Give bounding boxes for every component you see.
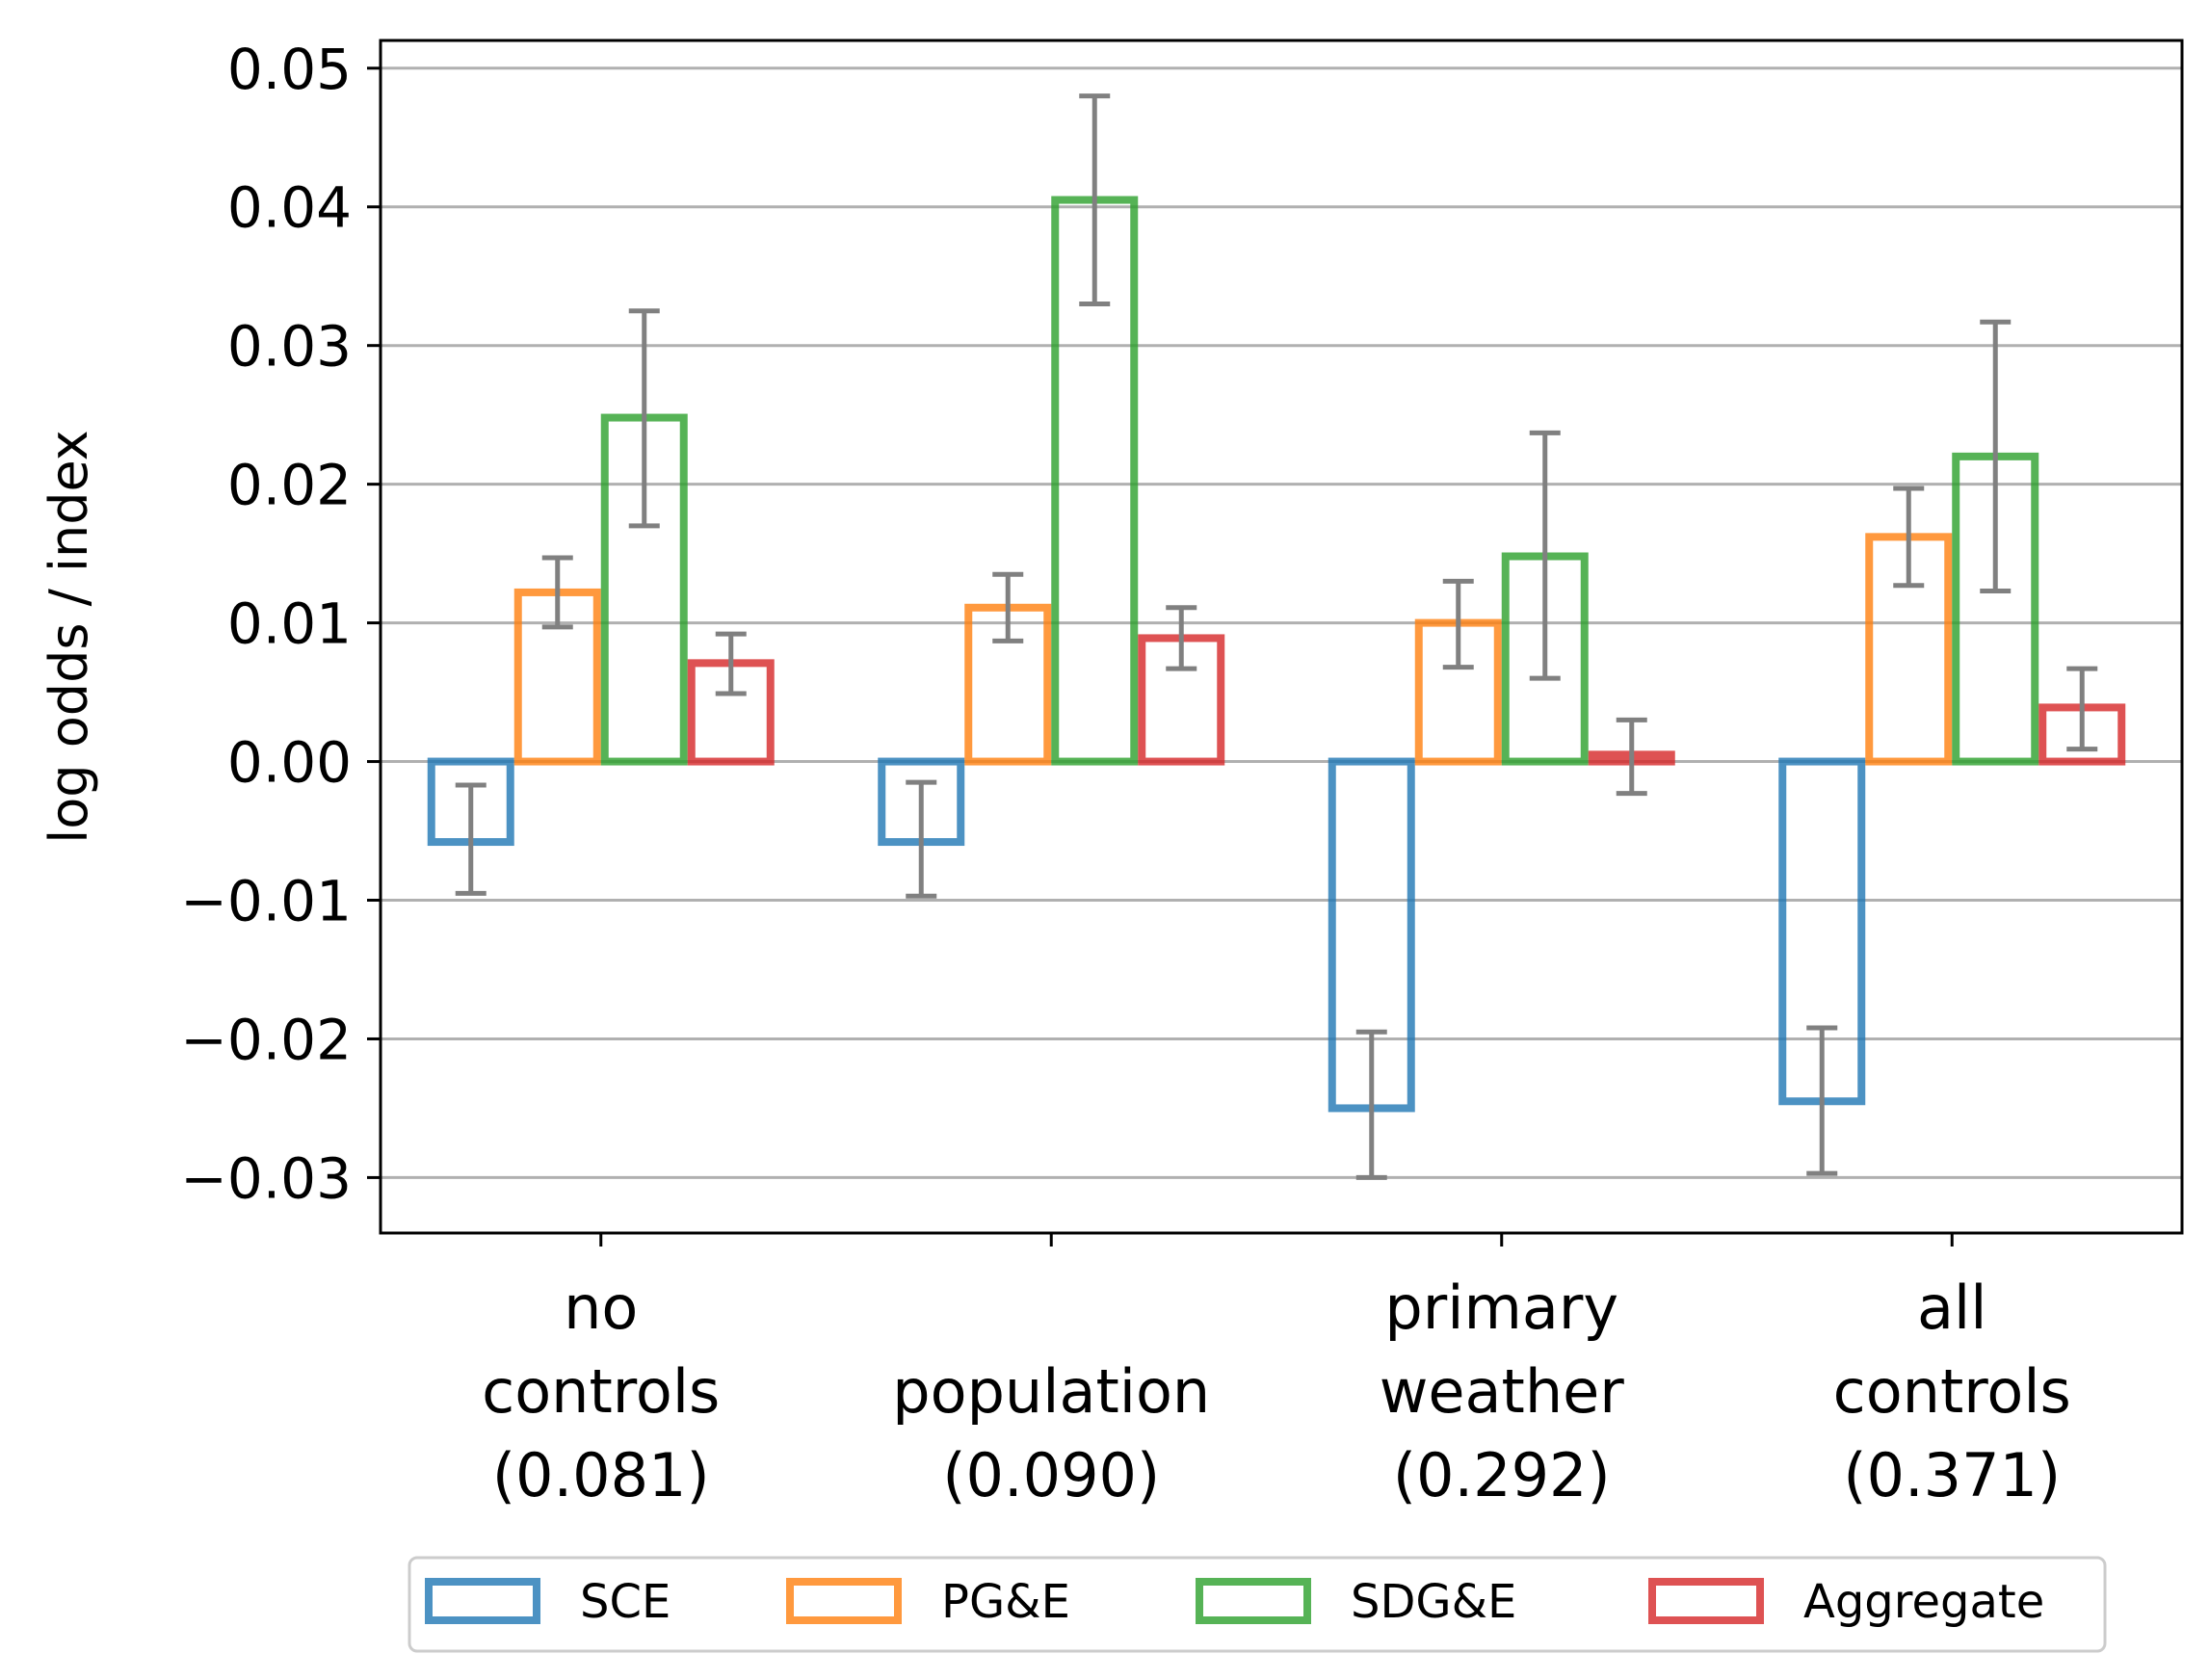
x-tick-label: all controls (0.371): [1833, 1273, 2071, 1510]
legend-label: PG&E: [941, 1575, 1070, 1629]
legend-label: SDG&E: [1351, 1575, 1516, 1629]
y-tick-label: 0.01: [227, 591, 352, 657]
legend-swatch: [786, 1578, 902, 1624]
bars: [427, 196, 2126, 1113]
x-tick-label-line: all: [1917, 1273, 1986, 1343]
y-tick-label: 0.03: [227, 314, 352, 380]
x-tick-label: no controls (0.081): [482, 1273, 720, 1510]
y-tick-label: 0.04: [227, 175, 352, 241]
x-tick-label-line: (0.292): [1393, 1440, 1611, 1510]
x-tick-label: primary weather (0.292): [1380, 1273, 1625, 1510]
x-tick-label-line: controls: [1833, 1356, 2071, 1427]
y-axis-label: log odds / index: [39, 430, 99, 843]
legend-swatch: [425, 1578, 540, 1624]
legend-swatch: [1648, 1578, 1764, 1624]
x-tick-label-line: (0.090): [942, 1440, 1160, 1510]
x-tick-label-line: weather: [1380, 1356, 1625, 1427]
legend: SCE PG&E SDG&E Aggregate: [408, 1556, 2107, 1653]
y-tick-label: 0.02: [227, 453, 352, 518]
grid-lines: [381, 66, 2182, 1179]
x-tick-label-line: controls: [482, 1356, 720, 1427]
x-axis-ticks: no controls (0.081) population (0.090) primar…: [482, 1233, 2071, 1510]
y-tick-label: 0.00: [227, 730, 352, 796]
y-axis-ticks: 0.05 0.04 0.03 0.02 0.01 0.00 −0.01 −0.02 −0.03: [180, 37, 381, 1211]
y-tick-label: 0.05: [227, 37, 352, 102]
x-tick-label-line: (0.081): [492, 1440, 710, 1510]
x-tick-label-line: primary: [1384, 1273, 1618, 1343]
y-tick-label: −0.01: [180, 869, 352, 934]
legend-label: Aggregate: [1803, 1575, 2044, 1629]
legend-label: SCE: [580, 1575, 671, 1629]
error-bars: [455, 93, 2098, 1180]
y-tick-label: −0.02: [180, 1007, 352, 1072]
legend-swatch: [1196, 1578, 1311, 1624]
plot-area-frame: [379, 39, 2184, 1235]
x-tick-label-line: (0.371): [1843, 1440, 2061, 1510]
x-tick-label-line: population: [892, 1356, 1210, 1427]
y-tick-label: −0.03: [180, 1145, 352, 1211]
x-tick-label: population (0.090): [892, 1356, 1210, 1510]
x-tick-label-line: no: [564, 1273, 638, 1343]
